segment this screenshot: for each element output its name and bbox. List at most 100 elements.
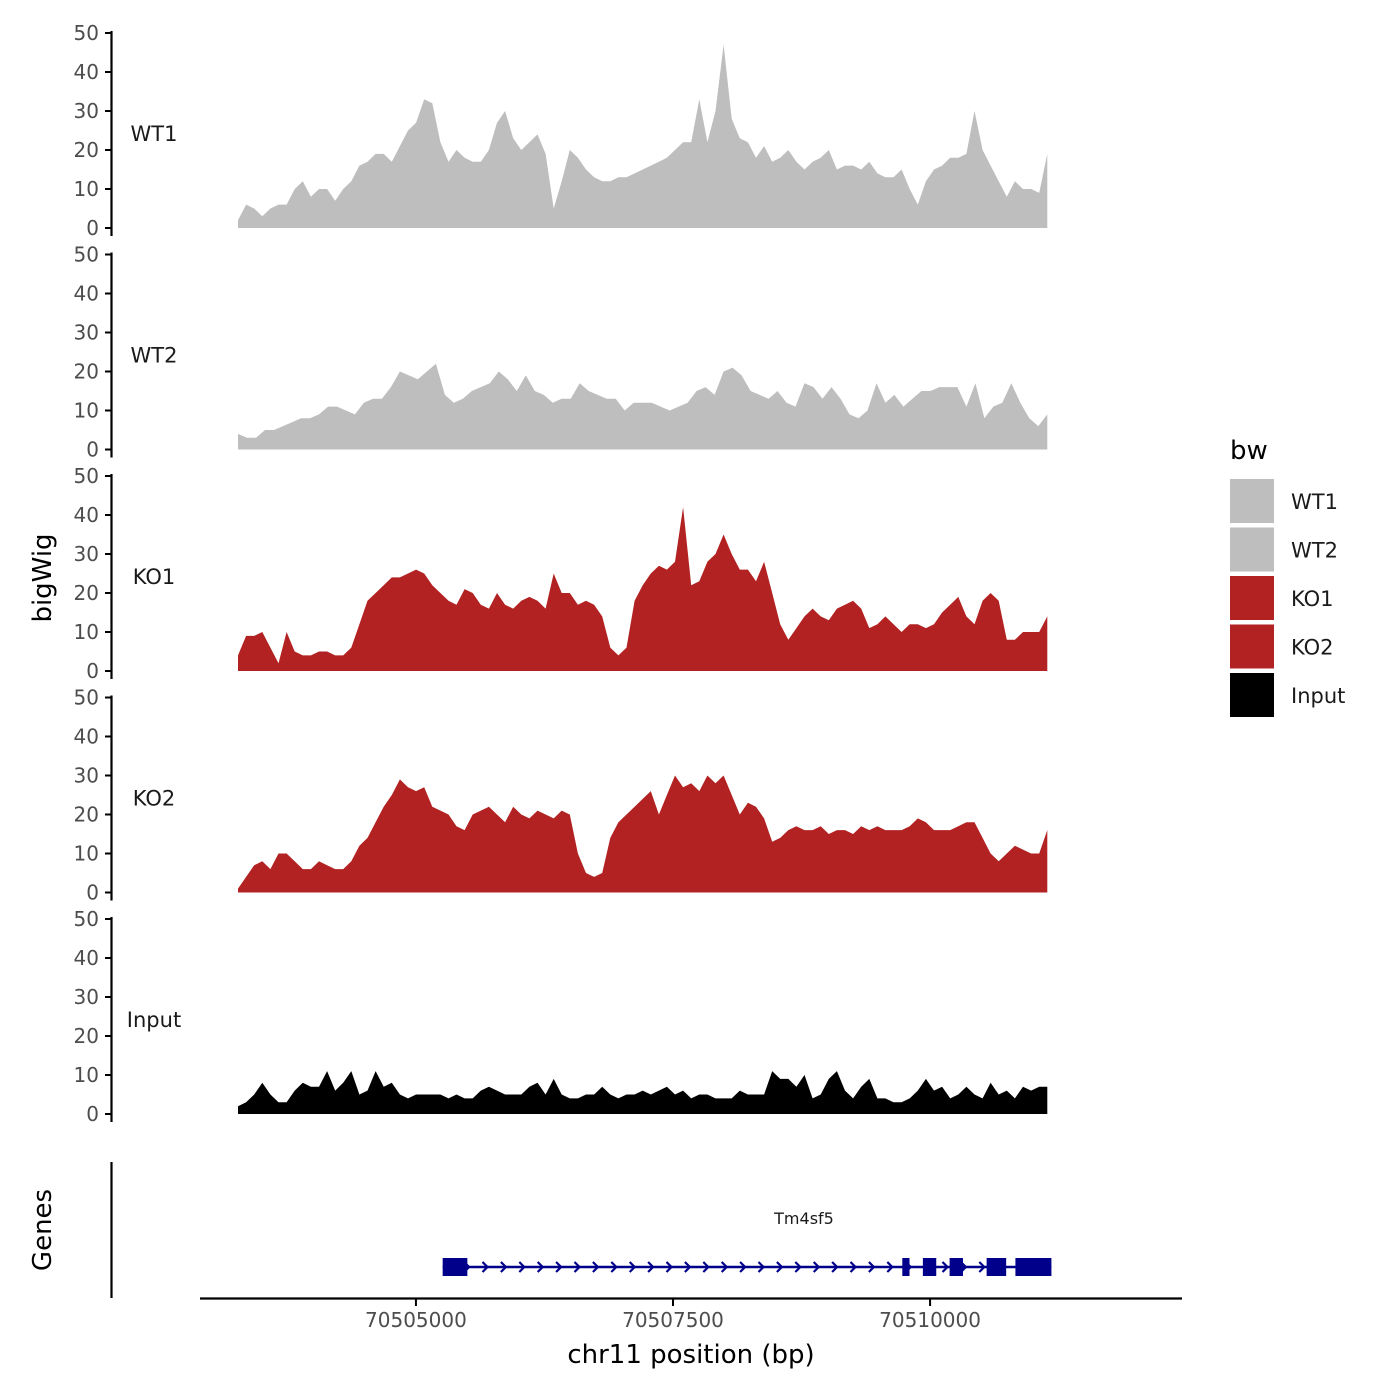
y-tick-label: 30 <box>74 99 99 123</box>
gene-track: Genes Tm4sf5 <box>28 1162 1052 1298</box>
strand-arrow-icon <box>978 1261 986 1273</box>
strand-arrow-icon <box>647 1261 655 1273</box>
y-tick-label: 50 <box>74 243 99 267</box>
signal-area-ko1 <box>238 507 1048 671</box>
y-tick-label: 0 <box>86 881 99 905</box>
signal-area-ko2 <box>238 775 1048 893</box>
legend-title: bw <box>1230 436 1268 466</box>
y-tick-label: 10 <box>74 620 99 644</box>
strand-arrow-icon <box>831 1261 839 1273</box>
x-tick-label: 70505000 <box>365 1308 467 1332</box>
y-tick-label: 10 <box>74 1063 99 1087</box>
x-tick-label: 70507500 <box>622 1308 724 1332</box>
track-label-wt1: WT1 <box>131 122 178 146</box>
gene-exon <box>1015 1258 1052 1276</box>
y-tick-label: 20 <box>74 803 99 827</box>
strand-arrow-icon <box>720 1261 729 1273</box>
strand-arrow-icon <box>518 1261 526 1273</box>
track-wt2: 0 10 20 30 40 50 WT2 <box>74 243 1048 462</box>
legend-key-ko1 <box>1230 576 1274 620</box>
legend-key-wt2 <box>1230 527 1274 572</box>
track-label-ko1: KO1 <box>133 565 176 589</box>
strand-arrow-icon <box>592 1261 600 1273</box>
gene-exon <box>902 1258 910 1276</box>
signal-area-wt1 <box>238 44 1048 229</box>
strand-arrow-icon <box>757 1261 766 1273</box>
y-tick-label: 0 <box>86 1102 99 1126</box>
legend-key-ko2 <box>1230 624 1274 669</box>
strand-arrow-icon <box>776 1261 784 1273</box>
strand-arrow-icon <box>555 1261 563 1273</box>
strand-arrow-icon <box>868 1261 876 1273</box>
legend-label-ko2: KO2 <box>1291 636 1334 660</box>
y-tick-label: 40 <box>74 282 99 306</box>
x-axis: 70505000 70507500 70510000 <box>200 1297 1182 1332</box>
y-tick-label: 0 <box>86 438 99 462</box>
y-tick-label: 20 <box>74 360 99 384</box>
strand-arrow-icon <box>794 1261 802 1273</box>
y-tick-label: 10 <box>74 177 99 201</box>
y-tick-label: 40 <box>74 60 99 84</box>
strand-arrow-icon <box>702 1261 710 1273</box>
y-tick-label: 10 <box>74 399 99 423</box>
y-tick-label: 30 <box>74 542 99 566</box>
strand-arrow-icon <box>684 1261 692 1273</box>
y-tick-label: 50 <box>74 907 99 931</box>
tracks: 0 10 20 30 40 50 WT1 0 10 20 30 40 50 WT2 0 10 20 30 40 50 K… <box>74 21 1048 1126</box>
x-axis-title: chr11 position (bp) <box>567 1340 814 1370</box>
y-tick-label: 30 <box>74 985 99 1009</box>
track-input: 0 10 20 30 40 50 Input <box>74 907 1048 1126</box>
strand-arrow-icon <box>536 1261 545 1273</box>
strand-arrow-icon <box>665 1261 674 1273</box>
track-ko1: 0 10 20 30 40 50 KO1 <box>74 464 1048 683</box>
y-tick-label: 0 <box>86 216 99 240</box>
y-tick-label: 0 <box>86 659 99 683</box>
track-label-input: Input <box>127 1008 181 1032</box>
y-tick-label: 10 <box>74 842 99 866</box>
gene-exon <box>986 1258 1007 1276</box>
signal-area-wt2 <box>238 363 1048 450</box>
legend-key-input <box>1230 673 1274 717</box>
strand-arrow-icon <box>500 1261 508 1273</box>
track-ko2: 0 10 20 30 40 50 KO2 <box>74 686 1048 905</box>
y-tick-label: 50 <box>74 21 99 45</box>
y-tick-label: 40 <box>74 725 99 749</box>
gene-exon <box>949 1258 963 1276</box>
y-tick-label: 50 <box>74 686 99 710</box>
track-label-ko2: KO2 <box>133 787 176 811</box>
strand-arrow-icon <box>481 1261 490 1273</box>
y-tick-label: 20 <box>74 1024 99 1048</box>
y-tick-label: 40 <box>74 946 99 970</box>
y-tick-label: 20 <box>74 138 99 162</box>
strand-arrow-icon <box>941 1261 950 1273</box>
y-tick-label: 50 <box>74 464 99 488</box>
gene-exon <box>442 1258 468 1276</box>
strand-arrow-icon <box>812 1261 821 1273</box>
strand-arrow-icon <box>849 1261 858 1273</box>
y-axis-title: bigWig <box>28 533 58 622</box>
track-label-wt2: WT2 <box>131 344 178 368</box>
gene-name-label: Tm4sf5 <box>773 1209 834 1228</box>
track-wt1: 0 10 20 30 40 50 WT1 <box>74 21 1048 240</box>
legend-label-wt2: WT2 <box>1291 539 1338 563</box>
gene-model <box>442 1258 1052 1276</box>
signal-area-input <box>238 1071 1048 1114</box>
strand-arrow-icon <box>739 1261 747 1273</box>
strand-arrow-icon <box>610 1261 618 1273</box>
legend-key-wt1 <box>1230 479 1274 523</box>
genes-axis-title: Genes <box>28 1189 58 1271</box>
y-tick-label: 40 <box>74 503 99 527</box>
legend-label-wt1: WT1 <box>1291 490 1338 514</box>
strand-arrow-icon <box>628 1261 637 1273</box>
strand-arrow-icon <box>573 1261 582 1273</box>
strand-arrow-icon <box>886 1261 894 1273</box>
y-tick-label: 20 <box>74 581 99 605</box>
legend: bw WT1 WT2 KO1 KO2 Input <box>1230 436 1345 717</box>
x-tick-label: 70510000 <box>879 1308 981 1332</box>
legend-label-ko1: KO1 <box>1291 587 1334 611</box>
y-tick-label: 30 <box>74 321 99 345</box>
gene-exon <box>922 1258 937 1276</box>
legend-label-input: Input <box>1291 684 1345 708</box>
y-tick-label: 30 <box>74 764 99 788</box>
